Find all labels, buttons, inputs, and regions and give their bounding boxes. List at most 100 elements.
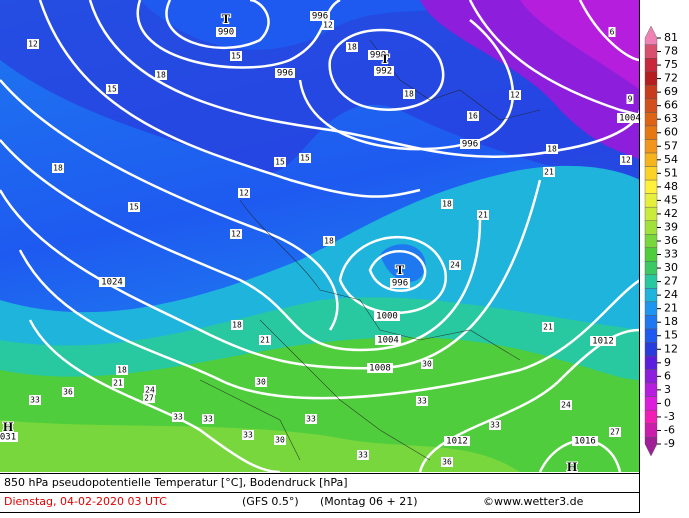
- temperature-label-bg: [416, 396, 428, 406]
- temperature-label: 12: [621, 156, 631, 165]
- temperature-label-bg: [144, 385, 156, 395]
- legend-tick-label: 42: [664, 207, 678, 220]
- temperature-label-bg: [238, 188, 250, 198]
- pressure-label: 996: [462, 140, 478, 150]
- temperature-label: 27: [610, 428, 620, 437]
- pressure-label-bg: [590, 336, 616, 346]
- pressure-label-bg: [375, 335, 401, 345]
- legend-tick-label: 75: [664, 58, 678, 71]
- legend-cell: [644, 328, 658, 343]
- legend-tick-label: -6: [664, 423, 675, 436]
- temperature-label: 33: [306, 415, 316, 424]
- legend-tick-label: 48: [664, 180, 678, 193]
- legend-cell: [644, 71, 658, 86]
- legend-cell: [644, 409, 658, 424]
- temperature-label-bg: [467, 111, 479, 121]
- pressure-label: 996: [312, 12, 328, 22]
- pressure-center: T: [381, 51, 390, 66]
- temperature-label-bg: [560, 400, 572, 410]
- pressure-label-bg: [390, 278, 410, 288]
- legend-tick-label: 33: [664, 248, 678, 261]
- temperature-label: 30: [256, 378, 266, 387]
- temperature-label-bg: [421, 359, 433, 369]
- temperature-label-bg: [509, 90, 521, 100]
- temperature-label-bg: [62, 387, 74, 397]
- map: [0, 0, 642, 474]
- pressure-label: 1004: [619, 114, 641, 124]
- legend-cell: [644, 301, 658, 316]
- temperature-label: 36: [63, 388, 73, 397]
- legend-cell: [644, 139, 658, 154]
- legend-cell: [644, 44, 658, 59]
- temperature-label-bg: [155, 70, 167, 80]
- temperature-label: 12: [239, 189, 249, 198]
- legend-cell: [644, 423, 658, 438]
- temperature-label-bg: [106, 84, 118, 94]
- temperature-label: 18: [442, 200, 452, 209]
- temperature-label: 24: [145, 386, 155, 395]
- legend-cell: [644, 382, 658, 397]
- pressure-label-bg: [216, 27, 236, 37]
- legend-cell: [644, 355, 658, 370]
- footer-model: (GFS 0.5°): [242, 495, 299, 508]
- color-legend: 8178757269666360575451484542393633302724…: [644, 25, 678, 457]
- pressure-label: 996: [392, 279, 408, 289]
- temperature-label: 15: [107, 85, 117, 94]
- temperature-label: 21: [544, 168, 554, 177]
- legend-cell: [644, 193, 658, 208]
- legend-tick-label: 36: [664, 234, 678, 247]
- temperature-label: 12: [231, 230, 241, 239]
- legend-tick-label: 6: [664, 369, 671, 382]
- pressure-label: 1012: [446, 437, 468, 447]
- pressure-label-bg: [617, 113, 643, 123]
- temperature-label: 27: [144, 394, 154, 403]
- temperature-label-bg: [305, 414, 317, 424]
- legend-cell: [644, 274, 658, 289]
- temperature-label: 33: [358, 451, 368, 460]
- temperature-label-bg: [128, 202, 140, 212]
- legend-tick-label: 9: [664, 356, 671, 369]
- legend-tick-label: 72: [664, 72, 678, 85]
- temperature-label: 18: [547, 145, 557, 154]
- legend-tick-label: 63: [664, 112, 678, 125]
- legend-cell: [644, 85, 658, 100]
- footer-date: Dienstag, 04-02-2020 03 UTC: [4, 495, 167, 508]
- temperature-label: 18: [53, 164, 63, 173]
- pressure-label: 1000: [376, 312, 398, 322]
- temperature-label: 18: [347, 43, 357, 52]
- legend-tick-label: 57: [664, 139, 678, 152]
- legend-tick-label: 24: [664, 288, 678, 301]
- pressure-label-bg: [374, 66, 394, 76]
- legend-tick-label: 12: [664, 342, 678, 355]
- temperature-label-bg: [477, 210, 489, 220]
- temperature-label: 15: [300, 154, 310, 163]
- legend-cell: [644, 247, 658, 262]
- legend-tick-label: 51: [664, 166, 678, 179]
- temperature-label: 18: [156, 71, 166, 80]
- temperature-label: 12: [28, 40, 38, 49]
- legend-tick-label: 27: [664, 275, 678, 288]
- pressure-center: T: [222, 11, 231, 26]
- temperature-label: 18: [232, 321, 242, 330]
- legend-tick-label: 60: [664, 126, 678, 139]
- temperature-label: 12: [510, 91, 520, 100]
- temperature-label: 33: [203, 415, 213, 424]
- temperature-label-bg: [255, 377, 267, 387]
- legend-cell: [644, 396, 658, 411]
- pressure-label-bg: [99, 277, 125, 287]
- legend-cell: [644, 25, 658, 45]
- temperature-label-bg: [620, 155, 632, 165]
- temperature-label: 30: [422, 360, 432, 369]
- pressure-label: 1016: [574, 437, 596, 447]
- temperature-label-bg: [449, 260, 461, 270]
- temperature-label: 18: [324, 237, 334, 246]
- temperature-label-bg: [322, 20, 334, 30]
- temperature-label-bg: [172, 412, 184, 422]
- temperature-label-bg: [274, 435, 286, 445]
- temperature-label: 33: [173, 413, 183, 422]
- legend-cell: [644, 261, 658, 276]
- temperature-label: 15: [275, 158, 285, 167]
- temperature-label-bg: [29, 395, 41, 405]
- legend-tick-label: 69: [664, 85, 678, 98]
